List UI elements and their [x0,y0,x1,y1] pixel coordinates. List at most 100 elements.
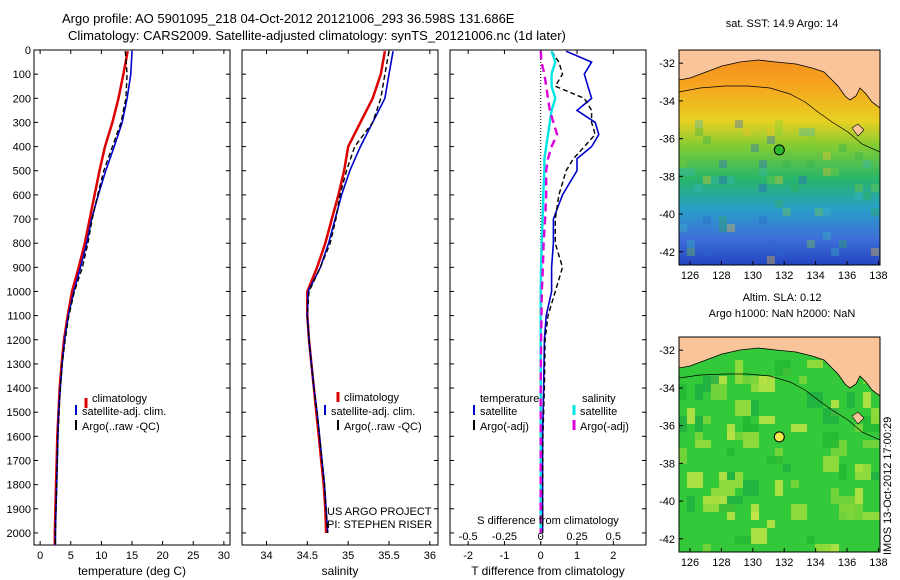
sst-pixel [831,168,839,176]
figure-title-line2: Climatology: CARS2009. Satellite-adjuste… [68,28,566,43]
x-tick-label: 5 [68,550,74,562]
sla-map-title-1: Altim. SLA: 0.12 [743,292,822,304]
legend-argo-temp-label: Argo(-adj) [480,421,529,433]
sla-pixel [807,536,815,544]
x-tick-label: 0 [538,550,544,562]
sla-pixel [695,432,703,440]
sla-island [851,411,865,425]
sst-pixel [855,184,863,192]
y-tick-label: 400 [13,142,31,154]
map-x-tick-label: 130 [744,270,762,282]
sla-pixel [807,360,815,368]
sst-pixel [703,176,711,184]
map-x-tick-label: 136 [838,270,856,282]
sla-pixel [767,520,775,528]
sla-coastline [679,347,880,397]
sla-pixel [735,472,743,488]
sla-pixel [735,400,751,416]
sla-pixel [871,512,880,520]
map-y-tick-label: -32 [659,345,675,357]
temperature-xlabel: temperature (deg C) [78,564,186,578]
sla-map-title-2: Argo h1000: NaN h2000: NaN [709,308,856,320]
sst-pixel [695,120,703,128]
sst-pixel [767,240,775,248]
x-tick-label: -1 [500,550,510,562]
sla-pixel [695,384,703,400]
sst-pixel [823,232,831,240]
sla-pixel [815,544,831,552]
sla-pixel [839,464,847,480]
sla-pixel [791,480,799,488]
sla-pixel [687,496,695,512]
map-y-tick-label: -36 [659,421,675,433]
difference-argo_temperature-line [541,50,596,533]
sla-pixel [735,360,743,376]
map-y-tick-label: -40 [659,209,675,221]
difference-legend: temperature satellite Argo(-adj) salinit… [473,393,629,433]
sla-pixel [855,488,863,504]
sst-pixel [807,136,815,144]
map-x-tick-label: 134 [806,270,824,282]
sst-pixel [719,224,727,232]
y-tick-label: 1400 [7,383,31,395]
sla-pixel [727,472,735,480]
legend-argo-label: Argo(..raw -QC) [344,421,422,433]
sst-pixel [767,256,775,264]
map-y-tick-label: -38 [659,458,675,470]
sst-map-frame [678,49,881,266]
sla-land-coast [679,337,880,396]
sst-depth-contour [679,85,880,153]
sst-land-coast [679,50,880,108]
map-x-tick-label: 126 [681,557,699,569]
sst-pixel [807,240,815,248]
sla-pixel [863,512,871,520]
sla-pixel [719,504,735,512]
sla-pixel [735,536,751,544]
difference-argo_salinity-line [539,51,559,533]
y-tick-label: 1900 [7,504,31,516]
sst-pixel [767,136,775,144]
y-tick-label: 200 [13,93,31,105]
sst-pixel [775,128,783,136]
sst-pixel [823,152,831,160]
salinity-argo-line [306,51,390,533]
sla-pixel [807,392,823,408]
sst-pixel [775,200,783,208]
map-y-tick-label: -40 [659,496,675,508]
sla-map: Altim. SLA: 0.12 Argo h1000: NaN h2000: … [659,292,888,569]
sst-pixel [703,216,711,224]
map-y-tick-label: -34 [659,383,675,395]
difference-xlabel-top: S difference from climatology [477,515,619,527]
secondary-x-tick-label: 0.25 [566,531,587,543]
map-x-tick-label: 126 [681,270,699,282]
sst-pixel [855,192,863,200]
map-y-tick-label: -32 [659,58,675,70]
salinity-xlabel: salinity [322,564,359,578]
sst-pixel [783,160,791,168]
sst-pixel [807,144,815,152]
sst-map-title: sat. SST: 14.9 Argo: 14 [726,18,839,30]
x-tick-label: 1 [574,550,580,562]
x-tick-label: 30 [218,550,230,562]
secondary-x-tick-label: -0.5 [459,531,478,543]
x-tick-label: 2 [610,550,616,562]
y-tick-label: 800 [13,238,31,250]
sst-pixel [759,184,767,192]
sla-pixel [727,424,735,440]
y-tick-label: 2000 [7,528,31,540]
x-tick-label: 25 [187,550,199,562]
temperature-legend: climatology satellite-adj. clim. Argo(..… [75,393,166,433]
project-credit: US ARGO PROJECT [327,506,432,518]
sla-pixel [799,376,807,384]
sst-pixel [767,128,775,136]
y-tick-label: 100 [13,69,31,81]
map-y-tick-label: -36 [659,134,675,146]
sla-pixel [751,384,759,392]
difference-satellite_temperature-line [541,50,600,533]
y-tick-label: 1200 [7,335,31,347]
map-y-tick-label: -34 [659,96,675,108]
sla-pixel [711,384,727,400]
map-x-tick-label: 138 [869,557,887,569]
sst-pixel [727,224,735,232]
sst-coastline [679,59,880,109]
